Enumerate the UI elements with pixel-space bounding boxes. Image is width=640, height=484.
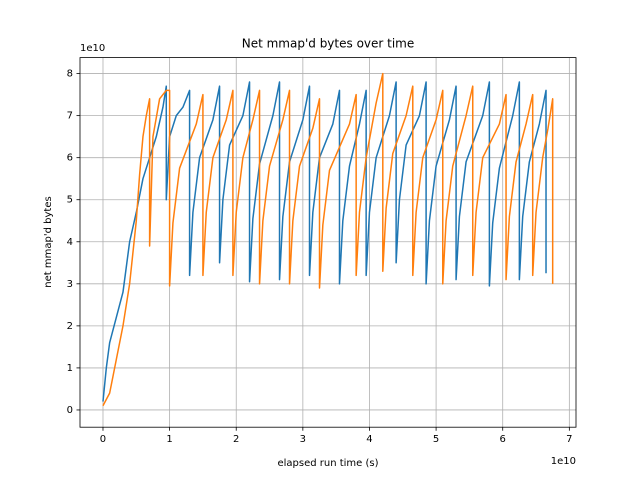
chart-title: Net mmap'd bytes over time	[242, 37, 415, 51]
y-tick-label: 1	[67, 363, 73, 374]
y-tick-label: 2	[67, 321, 73, 332]
y-axis-label: net mmap'd bytes	[43, 196, 54, 287]
data-line	[102, 72, 554, 407]
x-tick-label: 0	[100, 434, 106, 445]
x-tick-label: 4	[366, 434, 372, 445]
x-offset-label: 1e10	[551, 456, 576, 467]
x-tick-label: 1	[166, 434, 172, 445]
y-offset-label: 1e10	[80, 43, 105, 54]
x-tick-label: 2	[233, 434, 239, 445]
x-tick-label: 5	[433, 434, 439, 445]
y-tick-label: 8	[67, 69, 73, 80]
y-tick-label: 4	[67, 237, 73, 248]
y-tick-label: 6	[67, 153, 73, 164]
x-tick-label: 6	[500, 434, 506, 445]
x-tick-label: 3	[300, 434, 306, 445]
y-tick-label: 0	[67, 405, 73, 416]
plot-frame	[79, 57, 577, 428]
y-tick-label: 5	[67, 195, 73, 206]
x-axis-label: elapsed run time (s)	[277, 458, 378, 469]
y-tick-label: 7	[67, 111, 73, 122]
y-tick-label: 3	[67, 279, 73, 290]
x-tick-label: 7	[566, 434, 572, 445]
